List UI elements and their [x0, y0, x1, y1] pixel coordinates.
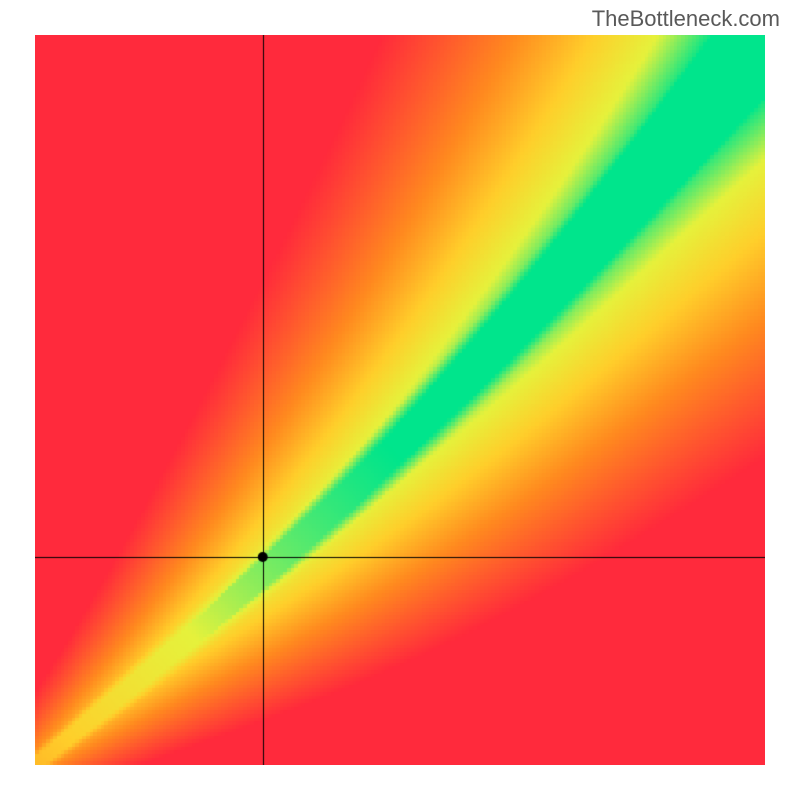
chart-container: { "watermark": { "text": "TheBottleneck.…: [0, 0, 800, 800]
crosshair-overlay: [35, 35, 765, 765]
watermark-text: TheBottleneck.com: [592, 6, 780, 32]
plot-frame: [35, 35, 765, 765]
